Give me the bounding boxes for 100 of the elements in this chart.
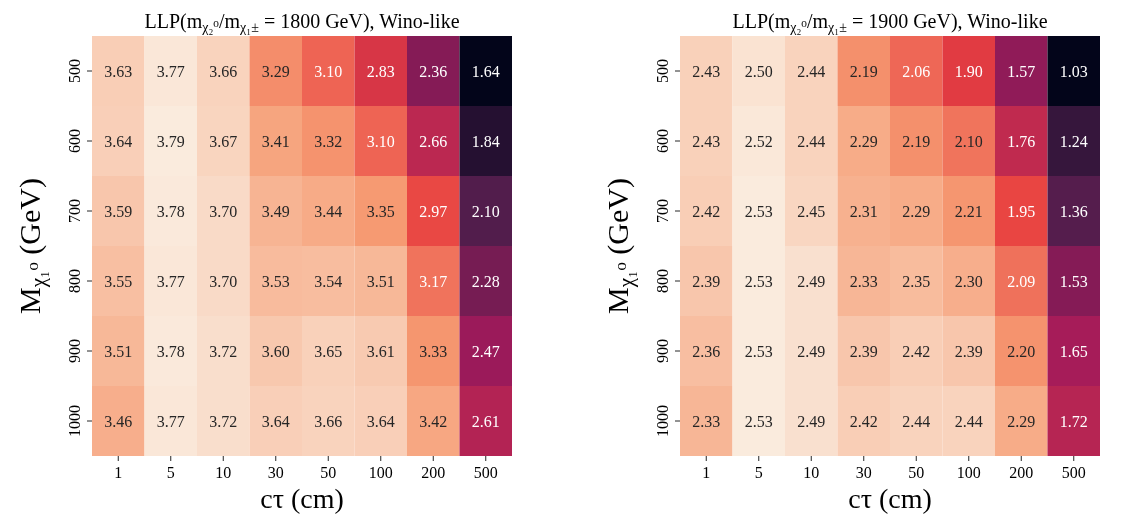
data-label: 2.49 (797, 272, 826, 290)
x-tick-label: 50 (320, 464, 337, 481)
data-label: 1.84 (471, 132, 500, 150)
data-label: 3.42 (419, 412, 448, 430)
data-label: 3.70 (209, 272, 238, 290)
data-label: 2.39 (954, 342, 983, 360)
data-label: 2.28 (471, 272, 500, 290)
data-label: 3.44 (314, 202, 343, 220)
data-label: 3.55 (104, 272, 133, 290)
data-label: 2.09 (1007, 272, 1036, 290)
data-label: 1.72 (1059, 412, 1088, 430)
x-tick-label: 10 (215, 464, 232, 481)
data-label: 2.44 (797, 132, 826, 150)
x-tick-label: 200 (421, 464, 446, 481)
data-label: 3.72 (209, 342, 238, 360)
data-label: 2.10 (954, 132, 983, 150)
data-label: 3.64 (366, 412, 395, 430)
data-label: 1.36 (1059, 202, 1088, 220)
x-tick-label: 500 (473, 464, 498, 481)
data-label: 3.67 (209, 132, 238, 150)
data-label: 2.33 (692, 412, 721, 430)
data-label: 3.46 (104, 412, 133, 430)
y-tick-label: 900 (654, 339, 671, 363)
x-tick-label: 100 (956, 464, 981, 481)
data-label: 1.64 (471, 62, 500, 80)
data-label: 3.79 (156, 132, 185, 150)
x-tick-label: 10 (803, 464, 820, 481)
y-tick-label: 500 (66, 59, 83, 83)
data-label: 3.35 (366, 202, 395, 220)
data-label: 2.31 (849, 202, 878, 220)
y-tick-label: 900 (66, 339, 83, 363)
data-label: 2.30 (954, 272, 983, 290)
data-label: 2.35 (902, 272, 931, 290)
data-label: 2.53 (744, 202, 773, 220)
data-label: 2.43 (692, 62, 721, 80)
x-tick-label: 30 (267, 464, 284, 481)
data-label: 2.66 (419, 132, 448, 150)
data-label: 3.51 (104, 342, 133, 360)
data-label: 3.66 (314, 412, 343, 430)
data-label: 3.64 (104, 132, 133, 150)
data-label: 3.60 (261, 342, 290, 360)
data-label: 2.44 (797, 62, 826, 80)
y-tick-label: 700 (66, 199, 83, 223)
data-label: 2.19 (849, 62, 878, 80)
data-label: 2.53 (744, 272, 773, 290)
data-label: 1.90 (954, 62, 983, 80)
data-label: 2.47 (471, 342, 500, 360)
data-label: 3.61 (366, 342, 395, 360)
x-tick-label: 30 (855, 464, 872, 481)
data-label: 3.64 (261, 412, 290, 430)
data-label: 2.97 (419, 202, 448, 220)
data-label: 3.66 (209, 62, 238, 80)
data-label: 1.03 (1059, 62, 1088, 80)
data-label: 2.49 (797, 342, 826, 360)
x-tick-label: 5 (166, 464, 175, 481)
x-tick-label: 5 (754, 464, 763, 481)
data-label: 2.36 (692, 342, 721, 360)
data-label: 3.17 (419, 272, 448, 290)
data-label: 2.42 (692, 202, 721, 220)
data-label: 3.41 (261, 132, 290, 150)
data-label: 3.10 (314, 62, 343, 80)
data-label: 2.29 (1007, 412, 1036, 430)
data-label: 2.06 (902, 62, 931, 80)
y-tick-label: 800 (654, 269, 671, 293)
chart-title: LLP(m$_{χ₂⁰}$/m$_{χ₁±}$ = 1900 GeV), Wino-like (732, 10, 1048, 35)
data-label: 1.76 (1007, 132, 1036, 150)
data-label: 1.65 (1059, 342, 1088, 360)
x-tick-label: 1 (702, 464, 711, 481)
y-tick-label: 1000 (66, 405, 83, 437)
x-axis-title: cτ (cm) (848, 483, 932, 514)
y-tick-label: 1000 (654, 405, 671, 437)
y-tick-label: 800 (66, 269, 83, 293)
data-label: 3.77 (156, 272, 185, 290)
data-label: 2.36 (419, 62, 448, 80)
data-label: 2.50 (744, 62, 773, 80)
y-tick-label: 600 (66, 129, 83, 153)
data-label: 2.52 (744, 132, 773, 150)
y-tick-label: 700 (654, 199, 671, 223)
x-tick-label: 200 (1009, 464, 1034, 481)
data-label: 2.29 (902, 202, 931, 220)
data-label: 3.63 (104, 62, 133, 80)
data-label: 2.33 (849, 272, 878, 290)
data-label: 2.21 (954, 202, 983, 220)
data-label: 2.53 (744, 342, 773, 360)
y-tick-label: 500 (654, 59, 671, 83)
data-label: 3.29 (261, 62, 290, 80)
data-label: 2.10 (471, 202, 500, 220)
data-label: 1.53 (1059, 272, 1088, 290)
data-label: 2.44 (902, 412, 931, 430)
data-label: 3.77 (156, 62, 185, 80)
x-tick-label: 1 (114, 464, 123, 481)
data-label: 3.70 (209, 202, 238, 220)
data-label: 2.43 (692, 132, 721, 150)
data-label: 2.42 (902, 342, 931, 360)
data-label: 2.39 (692, 272, 721, 290)
x-axis-title: cτ (cm) (260, 483, 344, 514)
data-label: 1.24 (1059, 132, 1088, 150)
data-label: 2.42 (849, 412, 878, 430)
data-label: 2.29 (849, 132, 878, 150)
data-label: 2.45 (797, 202, 826, 220)
